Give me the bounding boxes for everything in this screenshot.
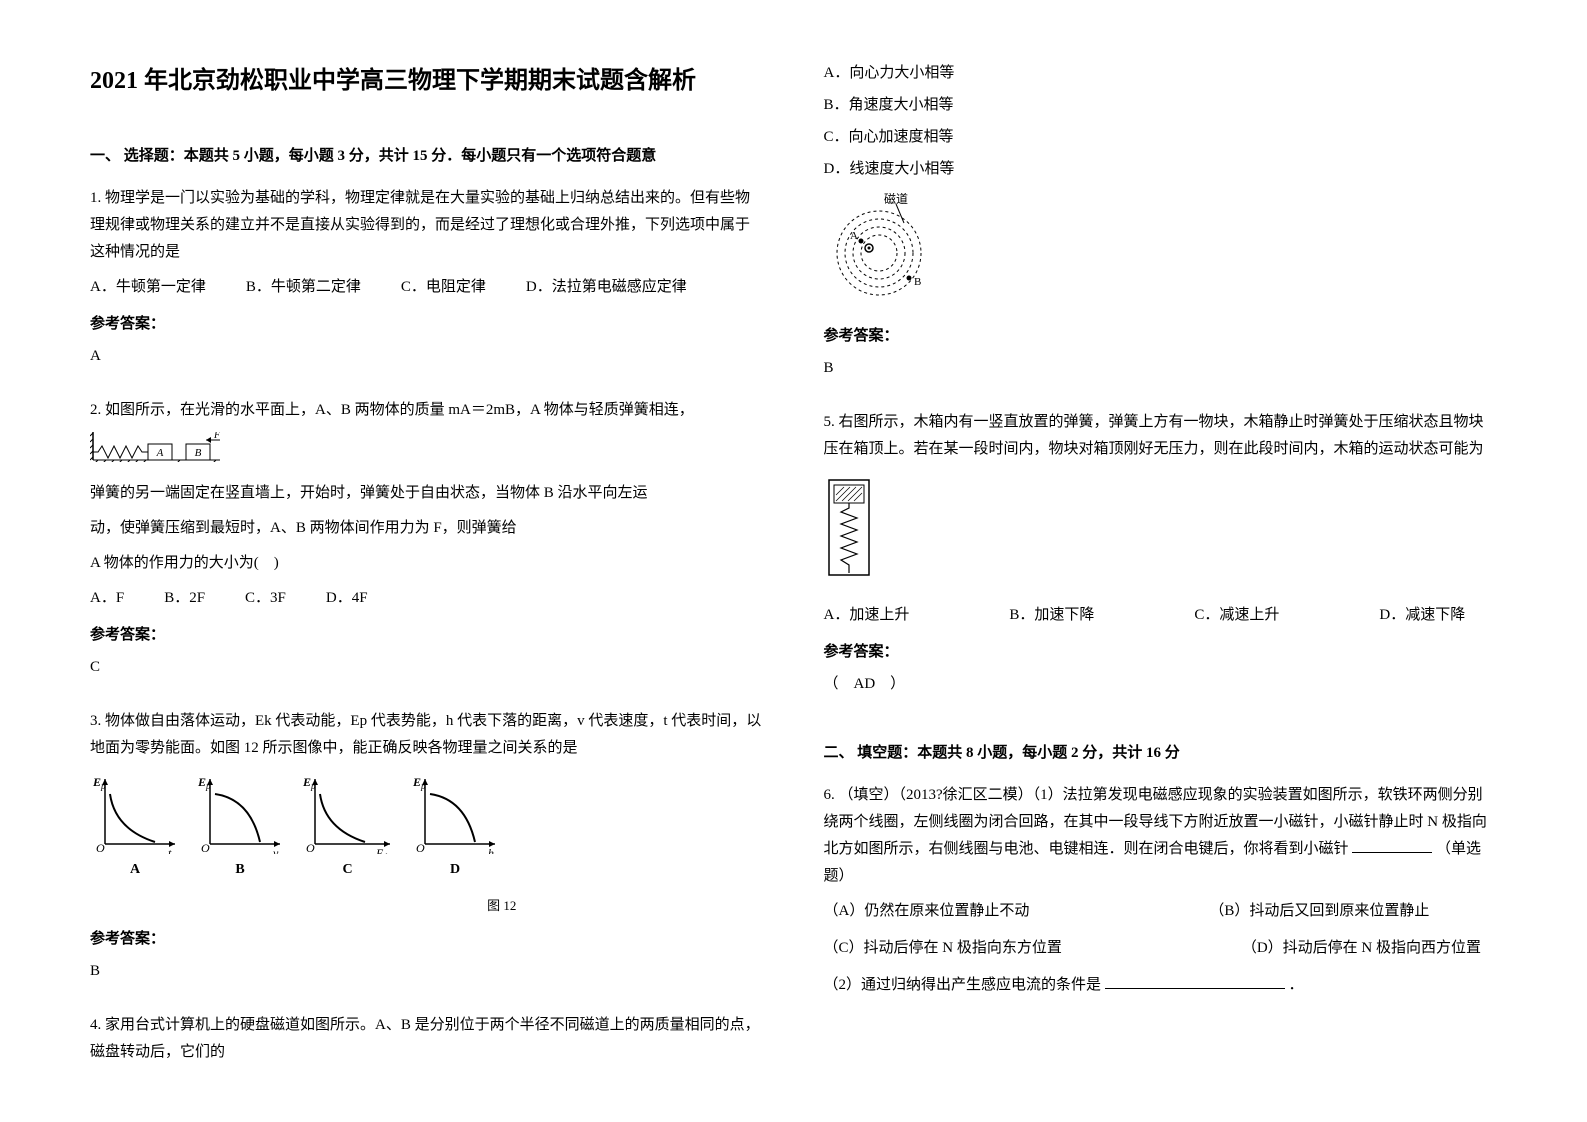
q4-opt-b: B．角速度大小相等 bbox=[824, 92, 1498, 119]
section-1-header: 一、 选择题：本题共 5 小题，每小题 3 分，共计 15 分．每小题只有一个选… bbox=[90, 143, 764, 170]
q6-opt-b: （B）抖动后又回到原来位置静止 bbox=[1209, 898, 1429, 925]
q3-graph-a-letter: A bbox=[130, 857, 140, 882]
q5-opt-a: A．加速上升 bbox=[824, 602, 910, 629]
q6-options-row1: （A）仍然在原来位置静止不动 （B）抖动后又回到原来位置静止 bbox=[824, 898, 1498, 925]
svg-text:E: E bbox=[197, 775, 206, 789]
q4-point-a: A bbox=[850, 230, 858, 242]
q6-opt-d: （D）抖动后停在 N 极指向西方位置 bbox=[1242, 935, 1481, 962]
q4-text: 4. 家用台式计算机上的硬盘磁道如图所示。A、B 是分别位于两个半径不同磁道上的… bbox=[90, 1012, 764, 1066]
svg-text:O: O bbox=[201, 841, 210, 854]
q1-opt-b: B．牛顿第二定律 bbox=[246, 274, 361, 301]
q4-opt-a: A．向心力大小相等 bbox=[824, 60, 1498, 87]
q5-opt-d: D．减速下降 bbox=[1379, 602, 1465, 629]
q3-answer: B bbox=[90, 958, 764, 985]
q6-period: ． bbox=[1289, 977, 1304, 993]
question-4-text: 4. 家用台式计算机上的硬盘磁道如图所示。A、B 是分别位于两个半径不同磁道上的… bbox=[90, 1012, 764, 1074]
svg-text:t: t bbox=[168, 846, 172, 854]
q3-text: 3. 物体做自由落体运动，Ek 代表动能，Ep 代表势能，h 代表下落的距离，v… bbox=[90, 708, 764, 762]
q2-text: 2. 如图所示，在光滑的水平面上，A、B 两物体的质量 mA＝2mB，A 物体与… bbox=[90, 397, 764, 424]
q4-diagram: 磁道 A B bbox=[824, 193, 1498, 313]
q2-force-label: F bbox=[213, 432, 221, 441]
q3-graph-b: Ep v O B bbox=[195, 774, 285, 882]
q5-text: 5. 右图所示，木箱内有一竖直放置的弹簧，弹簧上方有一物块，木箱静止时弹簧处于压… bbox=[824, 409, 1498, 463]
q1-options: A．牛顿第一定律 B．牛顿第二定律 C．电阻定律 D．法拉第电磁感应定律 bbox=[90, 274, 764, 301]
q3-graph-d: Ep h O D bbox=[410, 774, 500, 882]
q2-opt-c: C．3F bbox=[245, 585, 286, 612]
q2-opt-d: D．4F bbox=[326, 585, 368, 612]
q2-options: A．F B．2F C．3F D．4F bbox=[90, 585, 764, 612]
svg-text:v: v bbox=[273, 846, 279, 854]
q6-text-main: 6. （填空）（2013?徐汇区二模）（1）法拉第发现电磁感应现象的实验装置如图… bbox=[824, 787, 1487, 857]
q6-blank-1 bbox=[1352, 852, 1432, 853]
question-6: 6. （填空）（2013?徐汇区二模）（1）法拉第发现电磁感应现象的实验装置如图… bbox=[824, 782, 1498, 1007]
q6-opt-a: （A）仍然在原来位置静止不动 bbox=[824, 898, 1030, 925]
q1-opt-d: D．法拉第电磁感应定律 bbox=[526, 274, 687, 301]
svg-text:E: E bbox=[92, 775, 101, 789]
svg-text:E: E bbox=[302, 775, 311, 789]
right-column: A．向心力大小相等 B．角速度大小相等 C．向心加速度相等 D．线速度大小相等 … bbox=[824, 60, 1498, 1062]
q4-opt-d: D．线速度大小相等 bbox=[824, 156, 1498, 183]
q5-answer-label: 参考答案： bbox=[824, 639, 1498, 666]
q6-opt-c: （C）抖动后停在 N 极指向东方位置 bbox=[824, 935, 1062, 962]
q6-blank-2 bbox=[1105, 988, 1285, 989]
q5-opt-b: B．加速下降 bbox=[1009, 602, 1094, 629]
svg-text:O: O bbox=[416, 841, 425, 854]
q1-answer-label: 参考答案： bbox=[90, 311, 764, 338]
q6-options-row2: （C）抖动后停在 N 极指向东方位置 （D）抖动后停在 N 极指向西方位置 bbox=[824, 935, 1498, 962]
q2-opt-b: B．2F bbox=[164, 585, 205, 612]
svg-text:E: E bbox=[375, 846, 384, 854]
svg-text:p: p bbox=[100, 781, 106, 791]
q1-answer: A bbox=[90, 343, 764, 370]
q3-graph-d-letter: D bbox=[450, 857, 460, 882]
q2-answer-label: 参考答案： bbox=[90, 622, 764, 649]
svg-text:O: O bbox=[306, 841, 315, 854]
svg-text:E: E bbox=[412, 775, 421, 789]
q4-point-b: B bbox=[914, 276, 921, 288]
q6-text: 6. （填空）（2013?徐汇区二模）（1）法拉第发现电磁感应现象的实验装置如图… bbox=[824, 782, 1498, 890]
q5-opt-c: C．减速上升 bbox=[1194, 602, 1279, 629]
q3-graph-c-letter: C bbox=[342, 857, 352, 882]
q5-diagram bbox=[824, 475, 1498, 590]
left-column: 2021 年北京劲松职业中学高三物理下学期期末试题含解析 一、 选择题：本题共 … bbox=[90, 60, 764, 1062]
svg-text:k: k bbox=[385, 852, 390, 854]
question-5: 5. 右图所示，木箱内有一竖直放置的弹簧，弹簧上方有一物块，木箱静止时弹簧处于压… bbox=[824, 409, 1498, 713]
q2-opt-a: A．F bbox=[90, 585, 124, 612]
q4-opt-c: C．向心加速度相等 bbox=[824, 124, 1498, 151]
svg-text:p: p bbox=[310, 781, 316, 791]
q5-options: A．加速上升 B．加速下降 C．减速上升 D．减速下降 bbox=[824, 602, 1498, 629]
q2-text2: 弹簧的另一端固定在竖直墙上，开始时，弹簧处于自由状态，当物体 B 沿水平向左运 bbox=[90, 480, 764, 507]
svg-text:O: O bbox=[96, 841, 105, 854]
q1-opt-c: C．电阻定律 bbox=[401, 274, 486, 301]
q5-answer: （ AD ） bbox=[824, 671, 1498, 698]
q4-answer-label: 参考答案： bbox=[824, 323, 1498, 350]
q6-part2-text: （2）通过归纳得出产生感应电流的条件是 bbox=[824, 977, 1102, 993]
q2-answer: C bbox=[90, 654, 764, 681]
question-4-cont: A．向心力大小相等 B．角速度大小相等 C．向心加速度相等 D．线速度大小相等 … bbox=[824, 60, 1498, 397]
q3-graph-a: Ep t O A bbox=[90, 774, 180, 882]
question-1: 1. 物理学是一门以实验为基础的学科，物理定律就是在大量实验的基础上归纳总结出来… bbox=[90, 185, 764, 385]
q3-graphs: Ep t O A Ep v O B bbox=[90, 774, 764, 882]
q3-caption: 图 12 bbox=[240, 894, 764, 917]
svg-text:h: h bbox=[488, 846, 494, 854]
question-2: 2. 如图所示，在光滑的水平面上，A、B 两物体的质量 mA＝2mB，A 物体与… bbox=[90, 397, 764, 696]
q3-graph-c: Ep Ek O C bbox=[300, 774, 395, 882]
q1-opt-a: A．牛顿第一定律 bbox=[90, 274, 206, 301]
q2-box-b-label: B bbox=[195, 447, 202, 459]
q2-diagram: A B F bbox=[90, 432, 764, 472]
q6-part2: （2）通过归纳得出产生感应电流的条件是 ． bbox=[824, 972, 1498, 999]
q1-text: 1. 物理学是一门以实验为基础的学科，物理定律就是在大量实验的基础上归纳总结出来… bbox=[90, 185, 764, 266]
page-title: 2021 年北京劲松职业中学高三物理下学期期末试题含解析 bbox=[90, 60, 764, 103]
q4-answer: B bbox=[824, 355, 1498, 382]
section-2-header: 二、 填空题：本题共 8 小题，每小题 2 分，共计 16 分 bbox=[824, 740, 1498, 767]
question-3: 3. 物体做自由落体运动，Ek 代表动能，Ep 代表势能，h 代表下落的距离，v… bbox=[90, 708, 764, 1000]
q2-text4: A 物体的作用力的大小为( ) bbox=[90, 550, 764, 577]
svg-text:p: p bbox=[205, 781, 211, 791]
q2-text3: 动，使弹簧压缩到最短时，A、B 两物体间作用力为 F，则弹簧给 bbox=[90, 515, 764, 542]
q2-box-a-label: A bbox=[156, 447, 164, 459]
q3-graph-b-letter: B bbox=[235, 857, 244, 882]
q3-answer-label: 参考答案： bbox=[90, 926, 764, 953]
svg-text:p: p bbox=[420, 781, 426, 791]
